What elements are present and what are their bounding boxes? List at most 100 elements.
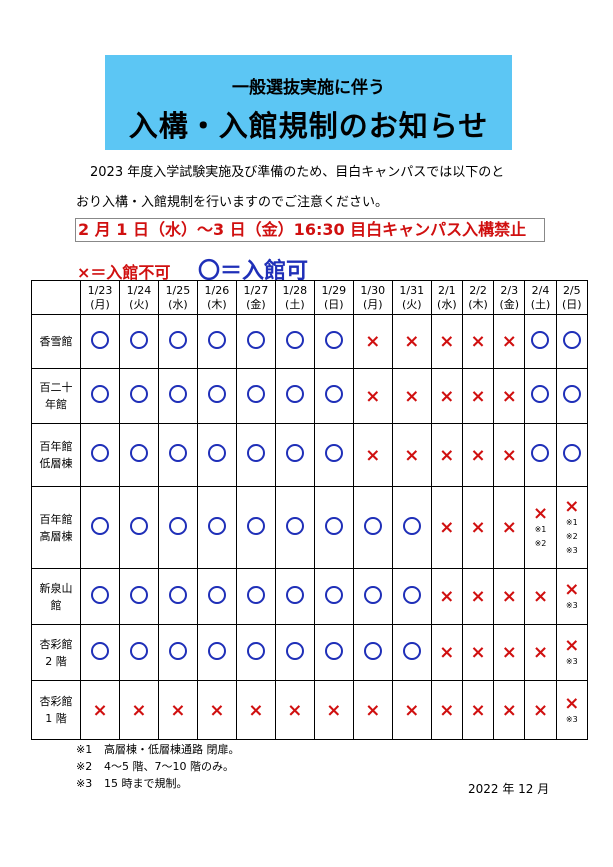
allowed-circle-icon (129, 444, 148, 462)
allowed-circle-icon (531, 330, 550, 349)
not-allowed-cross-icon: × (564, 692, 580, 714)
status-cell (118, 314, 159, 369)
status-cell (352, 486, 393, 569)
not-allowed-cross-icon: × (439, 642, 455, 663)
allowed-circle-icon (168, 330, 187, 349)
status-cell: × ※1 ※2 ※3 (555, 486, 589, 569)
date-label: 1/27 (243, 283, 269, 297)
status-cell: × (430, 423, 463, 487)
not-allowed-cross-icon: × (470, 699, 486, 721)
date-header: 2/2 (木) (461, 280, 495, 315)
legend-not-allowed: ×＝入館不可 (77, 263, 171, 282)
status-cell: × (461, 624, 495, 681)
building-label-line: 低層棟 (39, 457, 73, 470)
not-allowed-cross-icon: × (532, 642, 549, 663)
status-cell: × (391, 368, 432, 424)
date-header: 1/29 (日) (313, 280, 354, 315)
legend-allowed: 〇＝入館可 (198, 259, 309, 284)
date-header: 2/4 (土) (524, 280, 557, 315)
status-cell (118, 624, 159, 681)
allowed-circle-icon (129, 585, 148, 604)
not-allowed-cross-icon: × (365, 444, 381, 466)
footnote-text: 高層棟・低層棟通路 閉扉。 (104, 743, 240, 756)
weekday-label: (月) (90, 297, 110, 311)
status-cell: × (430, 486, 463, 569)
status-cell: × (352, 368, 393, 424)
allowed-circle-icon (402, 585, 421, 604)
footnote-ref: ※1 (565, 518, 578, 527)
allowed-circle-icon (207, 444, 226, 462)
building-label-line: 杏彩館 (39, 695, 73, 708)
date-label: 1/24 (126, 283, 152, 297)
status-cell (157, 368, 198, 424)
not-allowed-cross-icon: × (365, 385, 381, 407)
footnote-mark: ※2 (76, 760, 93, 773)
date-label: 1/30 (360, 283, 386, 297)
intro-text: 2023 年度入学試験実施及び準備のため、目白キャンパスでは以下のと おり入構・… (76, 158, 556, 218)
allowed-circle-icon (90, 330, 109, 349)
status-cell (313, 624, 354, 681)
date-header: 2/5 (日) (555, 280, 589, 315)
allowed-circle-icon (168, 585, 187, 604)
status-cell (235, 568, 276, 625)
table-header-row: 1/23 (月) 1/24 (火) 1/25 (水) 1/26 (木) 1/27 (金) 1/28(… (31, 280, 589, 315)
not-allowed-cross-icon: × (470, 586, 486, 607)
date-header: 2/3 (金) (493, 280, 526, 315)
allowed-circle-icon (562, 444, 581, 462)
status-cell (555, 423, 589, 487)
status-cell: × (430, 314, 463, 369)
footnote-ref: ※3 (565, 546, 578, 555)
allowed-circle-icon (90, 585, 109, 604)
allowed-circle-icon (168, 444, 187, 462)
campus-closure-notice: 2 月 1 日（水）～3 日（金）16:30 目白キャンパス入構禁止 (75, 218, 545, 242)
allowed-circle-icon (324, 444, 343, 462)
not-allowed-cross-icon: × (501, 331, 517, 352)
footnote-text: 4～5 階、7～10 階のみ。 (104, 760, 234, 773)
allowed-circle-icon (285, 516, 304, 535)
status-cell: × (391, 314, 432, 369)
footnote: ※3 15 時まで規制。 (76, 775, 240, 792)
building-label-line: 新泉山 (39, 581, 73, 595)
allowed-circle-icon (129, 330, 148, 349)
allowed-circle-icon (90, 641, 109, 660)
status-cell: × (493, 568, 526, 625)
date-header: 1/23 (月) (80, 280, 120, 315)
footnote: ※2 4～5 階、7～10 階のみ。 (76, 758, 240, 775)
not-allowed-cross-icon: × (365, 331, 381, 352)
not-allowed-cross-icon: × (439, 586, 455, 607)
building-label-line: 1 階 (45, 712, 67, 725)
allowed-circle-icon (207, 585, 226, 604)
footnotes: ※1 高層棟・低層棟通路 閉扉。 ※2 4～5 階、7～10 階のみ。 ※3 15 時まで… (76, 741, 240, 792)
footnote-ref: ※1 (534, 525, 547, 534)
status-cell (235, 423, 276, 487)
weekday-label: (金) (246, 297, 266, 311)
date-label: 1/23 (87, 283, 113, 297)
not-allowed-cross-icon: × (501, 642, 517, 663)
status-cell: × (235, 680, 276, 740)
date-label: 2/1 (437, 283, 456, 297)
weekday-label: (水) (437, 297, 457, 311)
not-allowed-cross-icon: × (248, 699, 264, 721)
weekday-label: (木) (207, 297, 227, 311)
status-cell: × (157, 680, 198, 740)
weekday-label: (日) (324, 297, 344, 311)
status-cell: × (461, 568, 495, 625)
status-cell: × (352, 423, 393, 487)
status-cell (118, 423, 159, 487)
building-label: 百年館 高層棟 (31, 486, 81, 569)
allowed-circle-icon (363, 516, 382, 535)
date-label: 1/25 (165, 283, 191, 297)
status-cell (196, 568, 237, 625)
status-cell (313, 423, 354, 487)
footnote-ref: ※2 (565, 532, 578, 541)
status-cell (313, 486, 354, 569)
title-subheading: 一般選抜実施に伴う (232, 78, 385, 98)
allowed-circle-icon (402, 641, 421, 660)
allowed-circle-icon (168, 641, 187, 660)
title-box: 一般選抜実施に伴う 入構・入館規制のお知らせ (105, 55, 512, 150)
weekday-label: (木) (468, 297, 488, 311)
building-label-line: 館 (50, 598, 62, 612)
not-allowed-cross-icon: × (564, 635, 580, 656)
not-allowed-cross-icon: × (439, 517, 455, 538)
allowed-circle-icon (168, 516, 187, 535)
